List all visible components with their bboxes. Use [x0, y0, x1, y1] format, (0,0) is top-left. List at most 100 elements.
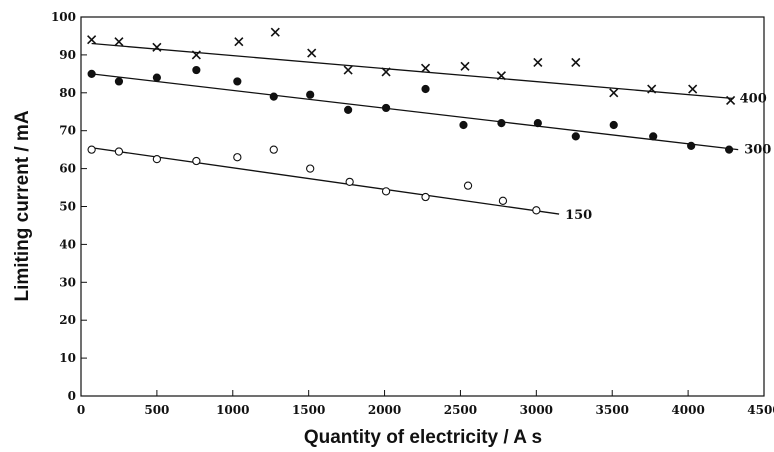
point-x-stroke — [688, 84, 698, 94]
x-tick-label: 3500 — [596, 403, 629, 417]
point-filled-300 — [497, 119, 506, 128]
point-x-stroke — [609, 88, 619, 98]
point-open-150 — [421, 192, 430, 202]
line-labels: 400 300 150 — [565, 91, 771, 223]
y-tick-label: 10 — [59, 351, 76, 365]
point-x-400 — [609, 88, 619, 98]
point-x-400 — [152, 42, 162, 52]
point-open-150 — [381, 187, 391, 196]
point-x-stroke — [152, 42, 162, 52]
point-x-stroke — [307, 48, 317, 58]
point-x-400 — [381, 67, 391, 77]
y-tick-label: 40 — [59, 237, 76, 251]
point-filled-300 — [459, 120, 468, 130]
y-tick-label: 50 — [59, 200, 76, 214]
point-open-150 — [114, 147, 124, 156]
data-points — [87, 27, 736, 215]
point-filled-300 — [533, 119, 542, 128]
point-filled-300 — [344, 105, 353, 114]
y-tick-label: 30 — [59, 275, 76, 289]
fit-lines — [91, 42, 739, 215]
point-filled-300 — [306, 90, 315, 99]
point-x-stroke — [726, 95, 736, 105]
line-label-400: 400 — [740, 91, 767, 106]
point-filled-300 — [269, 92, 278, 101]
point-open-150 — [192, 156, 201, 166]
y-tick-label: 70 — [59, 124, 76, 138]
point-x-stroke — [191, 50, 201, 60]
fit-line-150 — [91, 147, 560, 215]
fit-line-400 — [91, 42, 734, 100]
point-x-400 — [420, 63, 431, 73]
line-label-150: 150 — [565, 208, 592, 223]
y-axis-title: Limiting current / mA — [12, 110, 33, 301]
point-open-150 — [306, 164, 315, 173]
point-x-400 — [191, 50, 201, 60]
x-tick-label: 1500 — [292, 403, 325, 417]
y-tick-label: 60 — [59, 162, 76, 176]
point-x-stroke — [420, 63, 431, 73]
point-x-400 — [688, 84, 698, 94]
y-tick-label: 90 — [59, 48, 76, 62]
point-x-400 — [87, 35, 97, 45]
point-filled-300 — [421, 84, 430, 94]
point-open-150 — [152, 154, 162, 164]
plot-frame — [80, 16, 765, 397]
point-filled-300 — [724, 145, 734, 154]
x-tick-label: 3000 — [520, 403, 553, 417]
point-filled-300 — [649, 132, 658, 141]
y-tick-label: 20 — [59, 313, 76, 327]
point-x-400 — [114, 37, 124, 47]
point-x-400 — [307, 48, 317, 58]
point-open-150 — [269, 145, 278, 154]
point-open-150 — [87, 145, 96, 154]
point-x-400 — [343, 65, 353, 75]
point-filled-300 — [114, 77, 124, 86]
x-tick-label: 4000 — [671, 403, 704, 417]
y-tick-label: 80 — [59, 86, 76, 100]
point-x-stroke — [647, 84, 657, 94]
fit-line-300 — [91, 73, 739, 151]
x-tick-label: 2000 — [368, 403, 401, 417]
point-filled-300 — [152, 73, 161, 82]
point-filled-300 — [233, 77, 242, 86]
point-x-stroke — [114, 37, 124, 47]
point-open-150 — [345, 177, 354, 187]
x-tick-label: 1000 — [216, 403, 249, 417]
point-x-stroke — [496, 71, 506, 81]
point-x-stroke — [381, 67, 391, 77]
point-filled-300 — [687, 141, 696, 150]
point-x-400 — [726, 95, 736, 105]
point-x-stroke — [87, 35, 97, 45]
point-filled-300 — [381, 103, 391, 113]
point-x-stroke — [533, 57, 543, 68]
point-filled-300 — [571, 132, 580, 141]
point-open-150 — [532, 206, 541, 215]
point-x-400 — [496, 71, 506, 81]
point-x-stroke — [571, 57, 581, 68]
point-open-150 — [463, 181, 473, 190]
point-filled-300 — [87, 69, 96, 78]
x-tick-label: 500 — [144, 403, 169, 417]
point-x-400 — [270, 27, 280, 37]
x-tick-label: 0 — [77, 403, 85, 417]
y-tick-label: 100 — [51, 10, 76, 24]
y-tick-label: 0 — [68, 389, 76, 403]
point-filled-300 — [609, 120, 618, 130]
point-filled-300 — [192, 65, 201, 75]
point-open-150 — [233, 153, 242, 162]
point-x-stroke — [234, 37, 244, 47]
point-x-stroke — [343, 65, 353, 75]
point-x-400 — [647, 84, 657, 94]
x-axis-title: Quantity of electricity / A s — [304, 427, 542, 448]
point-x-400 — [571, 57, 581, 68]
point-x-stroke — [460, 61, 470, 71]
point-x-400 — [460, 61, 470, 71]
line-label-300: 300 — [744, 143, 771, 158]
point-x-stroke — [270, 27, 280, 37]
point-x-400 — [234, 37, 244, 47]
point-open-150 — [498, 196, 508, 205]
